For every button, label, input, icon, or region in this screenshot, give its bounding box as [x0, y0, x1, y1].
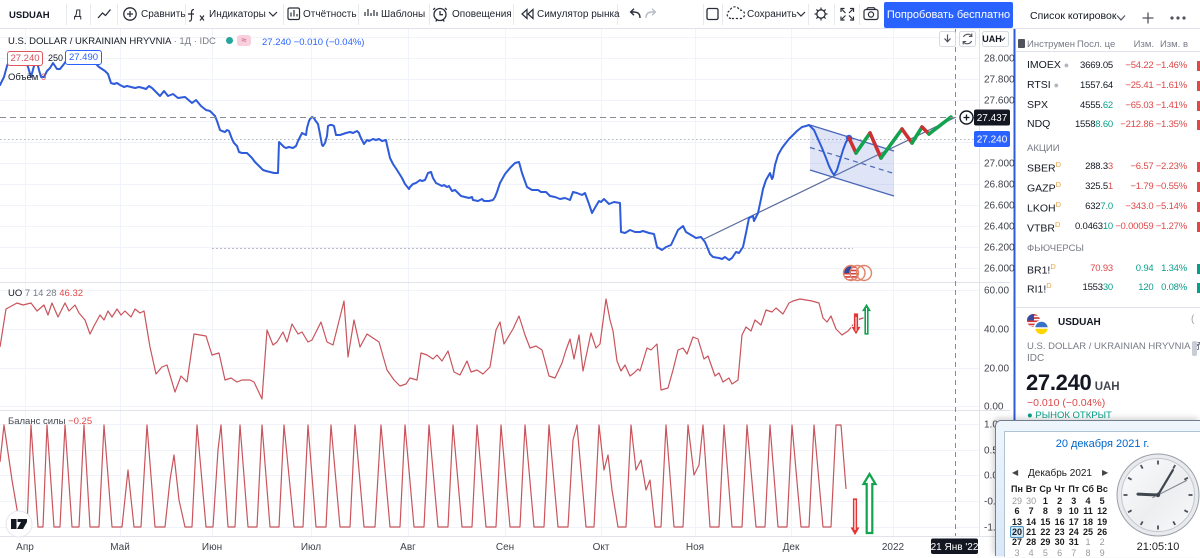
svg-text:40.00: 40.00 — [984, 325, 1009, 336]
svg-text:28.000: 28.000 — [984, 54, 1015, 65]
svg-text:21:05:10: 21:05:10 — [1137, 541, 1180, 553]
svg-text:60.00: 60.00 — [984, 286, 1009, 297]
svg-text:Май: Май — [110, 542, 130, 553]
svg-text:-0.5: -0.5 — [984, 497, 1002, 508]
svg-text:Июл: Июл — [301, 542, 321, 553]
svg-text:Окт: Окт — [593, 542, 610, 553]
svg-text:0.0: 0.0 — [984, 471, 998, 482]
svg-text:27.437: 27.437 — [977, 113, 1008, 124]
svg-text:27.240: 27.240 — [977, 135, 1008, 146]
svg-text:20.00: 20.00 — [984, 364, 1009, 375]
svg-text:Июн: Июн — [202, 542, 222, 553]
svg-text:-1.: -1. — [984, 523, 996, 534]
svg-text:0.00: 0.00 — [984, 402, 1004, 413]
svg-text:Ноя: Ноя — [686, 542, 704, 553]
svg-text:26.400: 26.400 — [984, 222, 1015, 233]
svg-text:Апр: Апр — [16, 542, 34, 553]
svg-text:27.600: 27.600 — [984, 96, 1015, 107]
svg-text:27.000: 27.000 — [984, 159, 1015, 170]
svg-text:26.000: 26.000 — [984, 264, 1015, 275]
svg-text:0.5: 0.5 — [984, 446, 998, 457]
svg-text:27.800: 27.800 — [984, 75, 1015, 86]
svg-text:2022: 2022 — [882, 542, 905, 553]
svg-text:UAH: UAH — [982, 34, 1002, 44]
svg-text:26.800: 26.800 — [984, 180, 1015, 191]
svg-text:Авг: Авг — [400, 542, 416, 553]
svg-text:Дек: Дек — [783, 542, 800, 553]
svg-text:26.600: 26.600 — [984, 201, 1015, 212]
svg-text:1.0: 1.0 — [984, 420, 998, 431]
svg-text:Сен: Сен — [496, 542, 514, 553]
svg-text:21 Янв '22: 21 Янв '22 — [931, 542, 979, 553]
svg-text:26.200: 26.200 — [984, 243, 1015, 254]
